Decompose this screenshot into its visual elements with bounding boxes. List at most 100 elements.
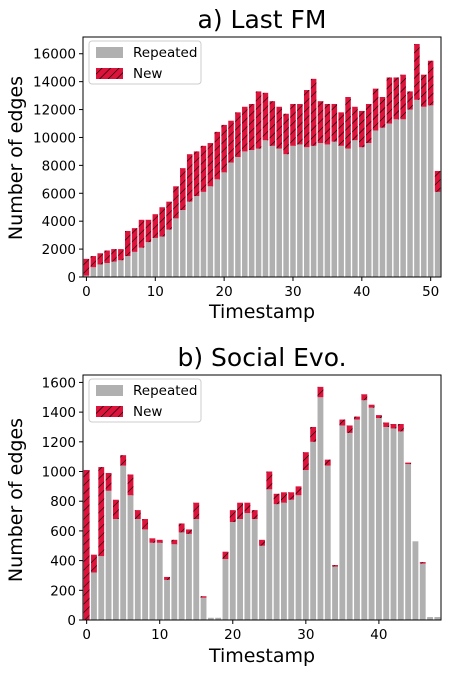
bar-repeated-5: [120, 465, 127, 620]
bar-new-hatch-13: [173, 186, 179, 219]
bar-repeated-24: [248, 150, 255, 277]
bar-repeated-16: [193, 196, 200, 277]
bar-new-hatch-21: [228, 120, 234, 163]
bar-repeated-8: [138, 247, 145, 277]
bar-repeated-32: [317, 397, 324, 620]
bar-group: [83, 386, 441, 620]
bar-repeated-10: [152, 237, 159, 277]
bar-repeated-20: [221, 172, 227, 277]
bar-new-hatch-27: [280, 492, 287, 503]
legend-label-new: New: [133, 66, 162, 82]
x-axis-label: Timestamp: [208, 645, 315, 667]
y-tick-label: 1000: [42, 465, 76, 481]
bar-new-hatch-10: [152, 214, 159, 238]
bar-repeated-3: [104, 263, 110, 277]
bar-new-hatch-44: [405, 462, 412, 465]
bar-repeated-42: [372, 130, 379, 277]
bar-repeated-5: [118, 260, 124, 277]
x-tick-label: 30: [297, 627, 314, 643]
bar-new-hatch-47: [407, 91, 413, 110]
bar-repeated-25: [266, 489, 273, 620]
bar-repeated-36: [346, 432, 353, 620]
bar-repeated-1: [90, 267, 97, 277]
bar-repeated-22: [235, 157, 241, 277]
bar-repeated-26: [273, 504, 280, 620]
bar-repeated-28: [276, 148, 282, 277]
bar-new-hatch-39: [368, 404, 375, 408]
bar-new-hatch-14: [186, 529, 192, 534]
legend-label-repeated: Repeated: [133, 45, 197, 61]
bar-repeated-2: [97, 264, 103, 277]
bar-repeated-37: [338, 145, 344, 277]
bar-new-hatch-1: [91, 554, 97, 573]
bar-group: [83, 43, 441, 277]
bar-new-hatch-34: [317, 101, 324, 144]
bar-repeated-48: [434, 617, 441, 620]
bar-new-hatch-19: [214, 131, 221, 180]
x-axis-ticks: 0 10 20 30 40 50: [82, 277, 439, 300]
legend-swatch-new-hatch: [96, 68, 123, 79]
bar-repeated-32: [303, 147, 310, 277]
bar-repeated-37: [354, 419, 360, 620]
bar-new-hatch-31: [310, 426, 317, 442]
bar-new-hatch-15: [186, 154, 193, 202]
bar-repeated-35: [324, 144, 331, 277]
bar-new-hatch-32: [303, 90, 310, 148]
bar-repeated-3: [105, 490, 112, 620]
bar-repeated-41: [383, 426, 390, 620]
bar-new-hatch-12: [171, 539, 178, 545]
bar-new-hatch-3: [104, 250, 110, 264]
bar-new-hatch-11: [164, 576, 170, 580]
y-tick-label: 1200: [42, 435, 76, 451]
bar-new-hatch-29: [283, 113, 289, 155]
y-tick-label: 1600: [42, 375, 76, 391]
bar-new-hatch-42: [372, 88, 379, 131]
y-tick-label: 12000: [33, 103, 76, 119]
bar-new-hatch-37: [354, 416, 360, 420]
bar-new-hatch-16: [193, 151, 200, 197]
bar-new-hatch-36: [331, 103, 338, 142]
bar-repeated-50: [427, 105, 434, 277]
bar-new-hatch-40: [359, 110, 365, 148]
bar-repeated-4: [111, 261, 117, 277]
bar-repeated-20: [229, 522, 236, 620]
x-tick-label: 40: [353, 284, 370, 300]
bar-new-hatch-18: [207, 143, 214, 187]
y-tick-label: 6000: [42, 186, 76, 202]
x-axis-label: Timestamp: [208, 301, 315, 323]
bar-new-hatch-12: [166, 201, 172, 230]
bar-new-hatch-22: [235, 112, 241, 157]
legend-swatch-repeated: [96, 47, 123, 58]
bar-repeated-18: [215, 617, 222, 620]
bar-repeated-45: [393, 119, 400, 277]
bar-repeated-39: [368, 407, 375, 620]
bar-repeated-16: [200, 597, 207, 620]
bar-new-hatch-49: [421, 74, 427, 107]
bar-new-hatch-21: [237, 502, 244, 520]
bar-new-hatch-38: [361, 394, 368, 401]
bar-new-hatch-1: [90, 256, 97, 268]
bar-new-hatch-43: [379, 97, 386, 128]
bar-new-hatch-30: [302, 452, 309, 471]
bar-repeated-26: [262, 140, 269, 277]
bar-new-hatch-40: [375, 415, 382, 419]
bar-new-hatch-10: [156, 539, 163, 543]
bar-new-hatch-23: [242, 106, 248, 152]
bar-new-hatch-46: [419, 562, 426, 564]
bar-new-hatch-4: [111, 249, 117, 262]
bar-repeated-4: [112, 519, 119, 620]
bar-repeated-43: [397, 431, 404, 620]
y-axis-ticks: 0 2000 4000 6000 8000 10000 12000 14000 16000: [33, 47, 83, 286]
bar-repeated-29: [295, 495, 302, 620]
bar-new-hatch-24: [259, 539, 265, 546]
bar-new-hatch-16: [200, 596, 207, 598]
bar-new-hatch-0: [83, 470, 90, 620]
legend-swatch-new-hatch: [96, 406, 123, 417]
bar-repeated-33: [310, 145, 317, 277]
bar-new-hatch-2: [98, 467, 105, 557]
bar-repeated-17: [207, 617, 214, 620]
bar-repeated-19: [214, 179, 221, 277]
bar-new-hatch-7: [131, 228, 138, 252]
bar-new-hatch-4: [112, 499, 119, 520]
bar-repeated-46: [419, 563, 426, 620]
